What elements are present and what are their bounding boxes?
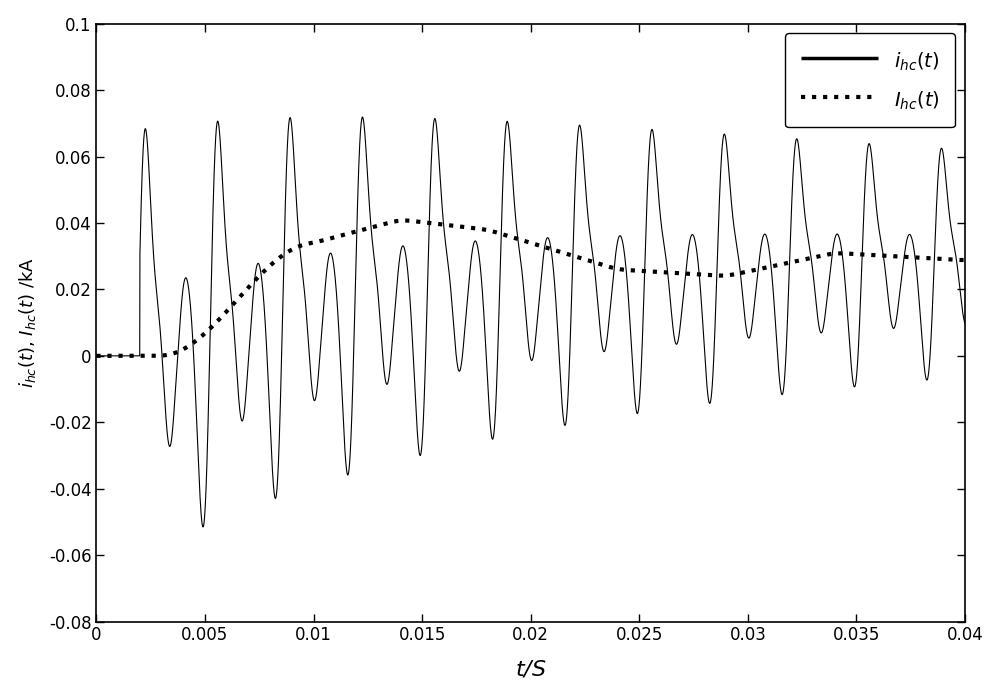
$I_{hc}(t)$ [611,264,623,273]
$I_{hc}(t)$ [399,216,411,225]
Line: $I_{hc}(t)$: $I_{hc}(t)$ [96,221,965,356]
Legend: $i_{hc}(t)$, $I_{hc}(t)$: $i_{hc}(t)$, $I_{hc}(t)$ [785,33,955,127]
$i_{hc}(t)$ [839,282,851,290]
$i_{hc}(t)$ [747,312,759,320]
$I_{hc}(t)$ [747,266,759,274]
$I_{hc}(t)$ [357,226,369,234]
$i_{hc}(t)$ [611,243,623,251]
$i_{hc}(t)$ [356,113,368,121]
Line: $i_{hc}(t)$: $i_{hc}(t)$ [96,117,965,527]
$i_{hc}(t)$ [627,367,639,376]
$I_{hc}(t)$ [90,351,102,360]
$i_{hc}(t)$ [357,116,369,124]
$i_{hc}(t)$ [90,351,102,360]
$I_{hc}(t)$ [959,256,971,264]
Y-axis label: $i_{hc}(t)$, $I_{hc}(t)$ /kA: $i_{hc}(t)$, $I_{hc}(t)$ /kA [17,257,38,388]
$i_{hc}(t)$ [197,523,209,531]
$i_{hc}(t)$ [809,290,821,298]
$I_{hc}(t)$ [809,253,821,261]
$I_{hc}(t)$ [839,249,851,258]
$I_{hc}(t)$ [627,267,639,275]
X-axis label: $t$/S: $t$/S [515,658,546,679]
$i_{hc}(t)$ [959,319,971,328]
